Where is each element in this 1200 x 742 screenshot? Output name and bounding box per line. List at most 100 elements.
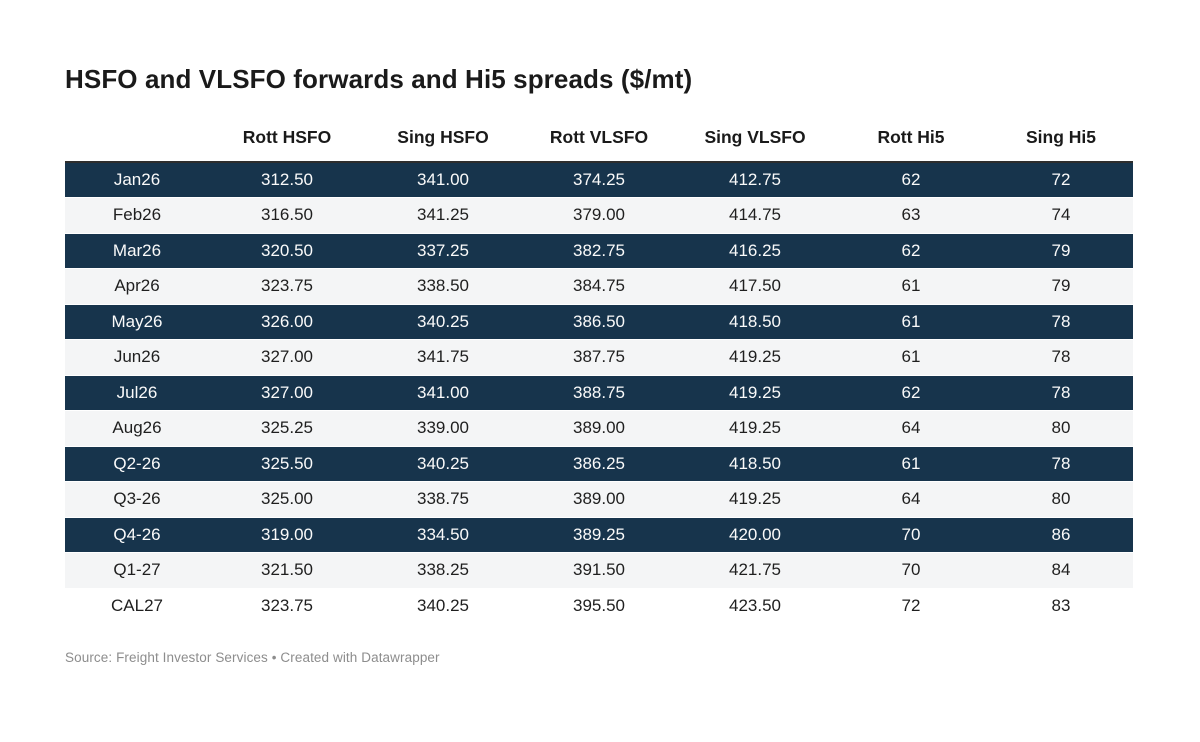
table-cell: 341.25 — [365, 197, 521, 233]
column-header-row-label — [65, 120, 209, 163]
table-cell: 419.25 — [677, 374, 833, 411]
chart-title: HSFO and VLSFO forwards and Hi5 spreads … — [65, 64, 693, 94]
table-cell: 78 — [989, 339, 1133, 375]
table-cell: 64 — [833, 481, 989, 517]
table-row: Q2-26 325.50 340.25 386.25 418.50 61 78 — [65, 445, 1133, 482]
table-cell: 382.75 — [521, 232, 677, 269]
table-cell: 341.00 — [365, 374, 521, 411]
table-cell: 72 — [833, 587, 989, 623]
column-header: Sing HSFO — [365, 120, 521, 163]
row-label: Jun26 — [65, 339, 209, 375]
table-row: Jul26 327.00 341.00 388.75 419.25 62 78 — [65, 374, 1133, 411]
table-cell: 418.50 — [677, 445, 833, 482]
table-cell: 74 — [989, 197, 1133, 233]
table-cell: 423.50 — [677, 587, 833, 623]
table-row: May26 326.00 340.25 386.50 418.50 61 78 — [65, 303, 1133, 340]
table-cell: 79 — [989, 232, 1133, 269]
table-cell: 388.75 — [521, 374, 677, 411]
table-cell: 374.25 — [521, 161, 677, 198]
row-label: Feb26 — [65, 197, 209, 233]
table-cell: 78 — [989, 303, 1133, 340]
table-cell: 420.00 — [677, 516, 833, 553]
table-cell: 421.75 — [677, 552, 833, 588]
table-cell: 338.25 — [365, 552, 521, 588]
table-header-row: Rott HSFO Sing HSFO Rott VLSFO Sing VLSFO Ro… — [65, 120, 1133, 163]
table-cell: 338.75 — [365, 481, 521, 517]
table-cell: 340.25 — [365, 587, 521, 623]
table-row: Q3-26 325.00 338.75 389.00 419.25 64 80 — [65, 481, 1133, 517]
table-cell: 319.00 — [209, 516, 365, 553]
table-cell: 64 — [833, 410, 989, 446]
row-label: CAL27 — [65, 587, 209, 623]
table-cell: 61 — [833, 339, 989, 375]
table-cell: 325.50 — [209, 445, 365, 482]
table-cell: 341.75 — [365, 339, 521, 375]
table-row: CAL27 323.75 340.25 395.50 423.50 72 83 — [65, 587, 1133, 623]
table-cell: 78 — [989, 445, 1133, 482]
row-label: Jan26 — [65, 161, 209, 198]
table-cell: 323.75 — [209, 268, 365, 304]
table-cell: 84 — [989, 552, 1133, 588]
table-row: Aug26 325.25 339.00 389.00 419.25 64 80 — [65, 410, 1133, 446]
table-cell: 316.50 — [209, 197, 365, 233]
row-label: May26 — [65, 303, 209, 340]
table-cell: 412.75 — [677, 161, 833, 198]
table-cell: 323.75 — [209, 587, 365, 623]
table-row: Mar26 320.50 337.25 382.75 416.25 62 79 — [65, 232, 1133, 269]
table-cell: 320.50 — [209, 232, 365, 269]
row-label: Q4-26 — [65, 516, 209, 553]
row-label: Aug26 — [65, 410, 209, 446]
table-cell: 78 — [989, 374, 1133, 411]
table-row: Jun26 327.00 341.75 387.75 419.25 61 78 — [65, 339, 1133, 375]
table-cell: 384.75 — [521, 268, 677, 304]
table-cell: 79 — [989, 268, 1133, 304]
table-cell: 386.50 — [521, 303, 677, 340]
forwards-table: Rott HSFO Sing HSFO Rott VLSFO Sing VLSFO Ro… — [65, 120, 1133, 623]
table-cell: 80 — [989, 481, 1133, 517]
source-attribution: Source: Freight Investor Services • Crea… — [65, 650, 440, 665]
row-label: Mar26 — [65, 232, 209, 269]
table-cell: 395.50 — [521, 587, 677, 623]
table-row: Q1-27 321.50 338.25 391.50 421.75 70 84 — [65, 552, 1133, 588]
table-cell: 63 — [833, 197, 989, 233]
table-cell: 327.00 — [209, 374, 365, 411]
column-header: Sing VLSFO — [677, 120, 833, 163]
table-cell: 338.50 — [365, 268, 521, 304]
table-cell: 70 — [833, 552, 989, 588]
table-cell: 61 — [833, 303, 989, 340]
table-cell: 389.25 — [521, 516, 677, 553]
table-cell: 70 — [833, 516, 989, 553]
table-cell: 61 — [833, 268, 989, 304]
table-cell: 389.00 — [521, 481, 677, 517]
table-cell: 326.00 — [209, 303, 365, 340]
table-cell: 339.00 — [365, 410, 521, 446]
table-cell: 325.25 — [209, 410, 365, 446]
table-cell: 83 — [989, 587, 1133, 623]
table-cell: 379.00 — [521, 197, 677, 233]
table-row: Apr26 323.75 338.50 384.75 417.50 61 79 — [65, 268, 1133, 304]
table-cell: 327.00 — [209, 339, 365, 375]
row-label: Q1-27 — [65, 552, 209, 588]
row-label: Q2-26 — [65, 445, 209, 482]
table-cell: 419.25 — [677, 410, 833, 446]
column-header: Rott Hi5 — [833, 120, 989, 163]
row-label: Apr26 — [65, 268, 209, 304]
table-cell: 418.50 — [677, 303, 833, 340]
row-label: Jul26 — [65, 374, 209, 411]
column-header: Rott HSFO — [209, 120, 365, 163]
table-row: Q4-26 319.00 334.50 389.25 420.00 70 86 — [65, 516, 1133, 553]
table-cell: 337.25 — [365, 232, 521, 269]
table-cell: 334.50 — [365, 516, 521, 553]
table-cell: 72 — [989, 161, 1133, 198]
table-cell: 419.25 — [677, 481, 833, 517]
table-row: Jan26 312.50 341.00 374.25 412.75 62 72 — [65, 161, 1133, 198]
row-label: Q3-26 — [65, 481, 209, 517]
table-body: Jan26 312.50 341.00 374.25 412.75 62 72 Feb26 31… — [65, 161, 1133, 623]
table-cell: 387.75 — [521, 339, 677, 375]
table-cell: 62 — [833, 374, 989, 411]
table-cell: 312.50 — [209, 161, 365, 198]
table-row: Feb26 316.50 341.25 379.00 414.75 63 74 — [65, 197, 1133, 233]
table-cell: 389.00 — [521, 410, 677, 446]
chart-content: HSFO and VLSFO forwards and Hi5 spreads … — [65, 63, 1133, 665]
table-cell: 341.00 — [365, 161, 521, 198]
